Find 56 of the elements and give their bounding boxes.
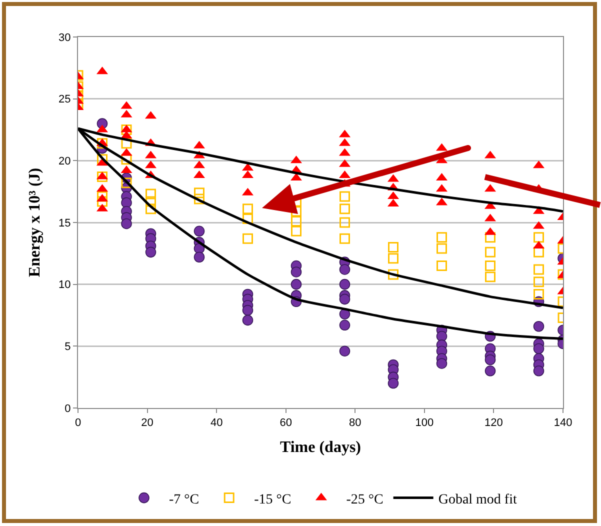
point (534, 232, 544, 243)
point (485, 272, 496, 282)
point (242, 233, 253, 244)
point (121, 154, 132, 165)
point (534, 276, 544, 288)
point (534, 288, 544, 300)
point (534, 264, 544, 275)
point (388, 242, 398, 252)
y-tick-label: 30 (58, 32, 71, 44)
point (485, 232, 496, 243)
x-axis-title: Time (days) (280, 438, 362, 456)
point (97, 138, 108, 149)
point (388, 253, 398, 264)
point (97, 171, 108, 182)
point (146, 188, 156, 200)
legend-label: -25 °C (346, 492, 384, 508)
point (291, 216, 302, 227)
point (121, 178, 132, 188)
y-tick-label: 15 (58, 217, 71, 230)
point (194, 194, 204, 204)
point (436, 232, 447, 243)
point (291, 226, 302, 236)
point (194, 188, 204, 198)
y-tick-label: 0 (64, 402, 71, 415)
x-tick-label: 80 (349, 417, 362, 430)
point (534, 246, 544, 258)
y-tick-label: 25 (58, 94, 71, 106)
legend-label: -7 °C (169, 492, 200, 508)
x-tick-label: 0 (74, 417, 82, 430)
point (121, 138, 132, 149)
point (242, 214, 253, 224)
y-tick-label: 5 (64, 341, 71, 354)
legend-label: Gobal mod fit (438, 492, 517, 508)
point (485, 260, 496, 272)
point (388, 269, 398, 280)
y-axis-title: Energy x 10³ (J) (26, 168, 44, 278)
point (146, 204, 156, 214)
point (436, 260, 447, 272)
point (436, 243, 447, 254)
x-tick-label: 60 (280, 417, 292, 430)
point (242, 204, 253, 214)
point (485, 246, 496, 258)
x-tick-label: 120 (484, 417, 503, 430)
point (340, 217, 350, 228)
y-tick-label: 20 (58, 156, 71, 168)
point (340, 233, 350, 244)
x-tick-label: 40 (210, 417, 223, 430)
y-tick-label: 10 (58, 279, 71, 292)
point (97, 154, 108, 165)
point (340, 191, 350, 202)
legend-label: -15 °C (254, 492, 292, 508)
x-tick-label: 140 (554, 417, 572, 430)
x-tick-label: 20 (141, 417, 154, 430)
point (121, 124, 132, 135)
point (340, 204, 350, 214)
x-tick-label: 100 (415, 417, 434, 430)
